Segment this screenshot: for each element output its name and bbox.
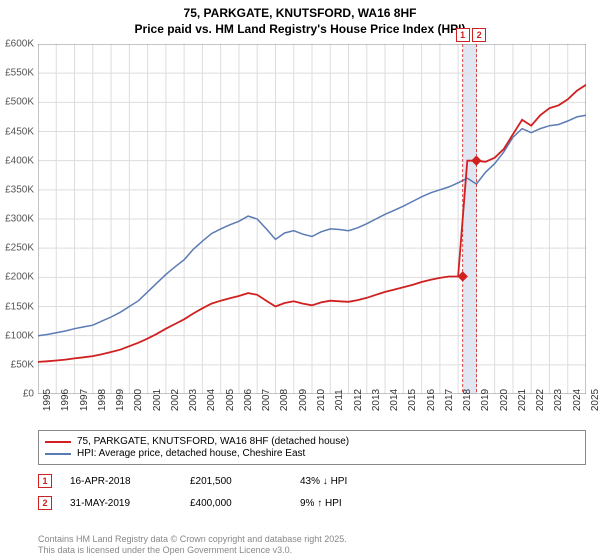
transaction-pct-1: 43% ↓ HPI <box>300 476 400 487</box>
legend-swatch-1 <box>45 441 71 443</box>
attribution-line2: This data is licensed under the Open Gov… <box>38 545 347 556</box>
transaction-date-1: 16-APR-2018 <box>70 476 190 487</box>
legend-label-2: HPI: Average price, detached house, Ches… <box>77 448 305 459</box>
line-chart <box>38 44 586 394</box>
legend: 75, PARKGATE, KNUTSFORD, WA16 8HF (detac… <box>38 430 586 465</box>
chart-title: 75, PARKGATE, KNUTSFORD, WA16 8HF Price … <box>0 0 600 37</box>
transaction-price-2: £400,000 <box>190 498 300 509</box>
attribution: Contains HM Land Registry data © Crown c… <box>38 534 347 556</box>
legend-label-1: 75, PARKGATE, KNUTSFORD, WA16 8HF (detac… <box>77 436 349 447</box>
transaction-date-2: 31-MAY-2019 <box>70 498 190 509</box>
legend-swatch-2 <box>45 453 71 455</box>
transaction-pct-2: 9% ↑ HPI <box>300 498 400 509</box>
legend-row-1: 75, PARKGATE, KNUTSFORD, WA16 8HF (detac… <box>45 436 579 447</box>
transaction-row-1: 1 16-APR-2018 £201,500 43% ↓ HPI <box>38 474 586 488</box>
chart-area: £0£50K£100K£150K£200K£250K£300K£350K£400… <box>38 44 586 394</box>
legend-row-2: HPI: Average price, detached house, Ches… <box>45 448 579 459</box>
transaction-marker-2: 2 <box>38 496 52 510</box>
title-line1: 75, PARKGATE, KNUTSFORD, WA16 8HF <box>0 6 600 22</box>
title-line2: Price paid vs. HM Land Registry's House … <box>0 22 600 38</box>
y-axis-labels: £0£50K£100K£150K£200K£250K£300K£350K£400… <box>0 44 36 394</box>
transaction-marker-1: 1 <box>38 474 52 488</box>
transaction-top-markers: 12 <box>38 42 586 58</box>
attribution-line1: Contains HM Land Registry data © Crown c… <box>38 534 347 545</box>
transaction-price-1: £201,500 <box>190 476 300 487</box>
transaction-row-2: 2 31-MAY-2019 £400,000 9% ↑ HPI <box>38 496 586 510</box>
